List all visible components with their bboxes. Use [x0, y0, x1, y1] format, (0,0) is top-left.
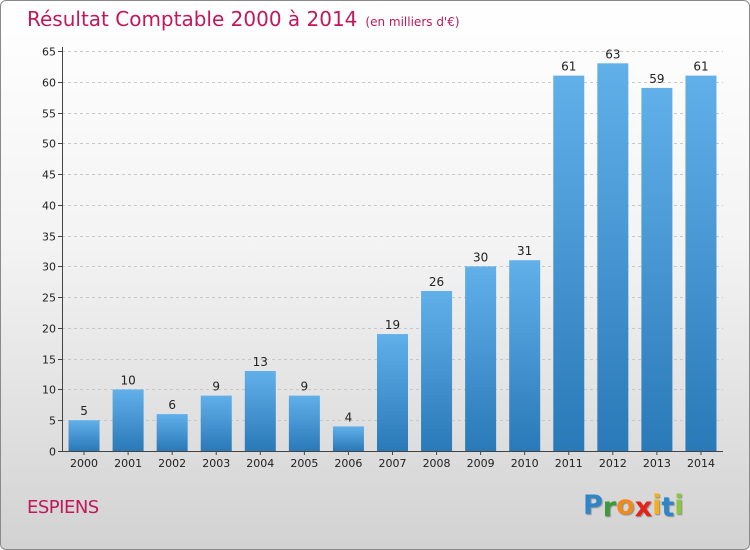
- bar-value-label: 26: [429, 275, 444, 289]
- logo-letter: i: [652, 490, 662, 521]
- bar-2012: [597, 63, 629, 452]
- bars: 5 10 6 9 13 9 4 19 26 30 31 61 63 59 61: [68, 47, 717, 452]
- x-tick-label: 2008: [423, 457, 451, 470]
- bar-2004: [244, 371, 276, 451]
- bar-2007: [377, 334, 408, 451]
- bar-2006: [332, 426, 364, 451]
- y-tick-label: 20: [42, 323, 56, 336]
- bar-2009: [465, 266, 497, 451]
- bar-value-label: 63: [605, 47, 620, 61]
- bar-2014: [685, 75, 717, 451]
- bar-value-label: 5: [80, 404, 88, 418]
- bar-2000: [68, 420, 100, 451]
- bar-2008: [421, 291, 453, 451]
- bar-value-label: 61: [561, 60, 576, 74]
- bar-2003: [200, 395, 232, 451]
- bar-value-label: 30: [473, 250, 488, 264]
- bar-value-label: 13: [253, 355, 268, 369]
- logo-letter: r: [602, 492, 617, 523]
- y-tick-label: 30: [42, 261, 56, 274]
- proxiti-logo: Proxiti: [583, 490, 684, 523]
- y-tick-label: 5: [49, 415, 56, 428]
- x-axis-ticks: 2000 2001 2002 2003 2004 2005 2006 2007 2008 2009…: [70, 451, 715, 470]
- bar-value-label: 31: [517, 244, 532, 258]
- bar-2005: [288, 395, 320, 451]
- y-tick-label: 10: [42, 384, 56, 397]
- y-tick-label: 45: [42, 169, 56, 182]
- axes: [62, 47, 723, 452]
- y-tick-label: 55: [42, 108, 56, 121]
- x-tick-label: 2014: [687, 457, 715, 470]
- bar-2011: [553, 75, 585, 451]
- logo-letter: x: [634, 492, 653, 523]
- y-tick-label: 35: [42, 231, 56, 244]
- y-axis-ticks: 0 5 10 15 20 25 30 35 40 45 50 55 60 65: [42, 46, 62, 459]
- logo-letter: o: [616, 490, 635, 521]
- bar-value-label: 4: [345, 410, 353, 424]
- bar-value-label: 10: [120, 373, 135, 387]
- bar-2001: [112, 389, 144, 451]
- logo-letter: P: [583, 490, 603, 521]
- bar-value-label: 61: [693, 60, 708, 74]
- chart-unit-label: (en milliers d'€): [365, 15, 460, 29]
- x-tick-label: 2001: [114, 457, 142, 470]
- x-tick-label: 2005: [290, 457, 318, 470]
- bar-value-label: 6: [168, 398, 176, 412]
- logo-letter: t: [661, 492, 675, 523]
- x-tick-label: 2004: [246, 457, 274, 470]
- x-tick-label: 2002: [158, 457, 186, 470]
- bar-2010: [509, 260, 541, 451]
- bar-2002: [156, 414, 188, 451]
- commune-name: ESPIENS: [27, 497, 99, 518]
- y-tick-label: 50: [42, 138, 56, 151]
- y-tick-label: 15: [42, 354, 56, 367]
- x-tick-label: 2007: [379, 457, 407, 470]
- y-tick-label: 25: [42, 292, 56, 305]
- y-tick-label: 40: [42, 200, 56, 213]
- x-tick-label: 2010: [511, 457, 539, 470]
- chart-title: Résultat Comptable 2000 à 2014 (en millie…: [27, 7, 460, 31]
- y-tick-label: 65: [42, 46, 56, 59]
- bar-value-label: 59: [649, 72, 664, 86]
- x-tick-label: 2000: [70, 457, 98, 470]
- bar-value-label: 9: [212, 380, 220, 394]
- x-tick-label: 2011: [555, 457, 583, 470]
- x-tick-label: 2006: [334, 457, 362, 470]
- chart-title-text: Résultat Comptable 2000 à 2014: [27, 7, 358, 31]
- y-tick-label: 0: [49, 446, 56, 459]
- y-tick-label: 60: [42, 77, 56, 90]
- x-tick-label: 2013: [643, 457, 671, 470]
- logo-letter: i: [674, 490, 684, 521]
- x-tick-label: 2012: [599, 457, 627, 470]
- x-tick-label: 2003: [202, 457, 230, 470]
- bar-value-label: 19: [385, 318, 400, 332]
- bar-2013: [641, 87, 673, 451]
- x-tick-label: 2009: [467, 457, 495, 470]
- bar-value-label: 9: [301, 380, 309, 394]
